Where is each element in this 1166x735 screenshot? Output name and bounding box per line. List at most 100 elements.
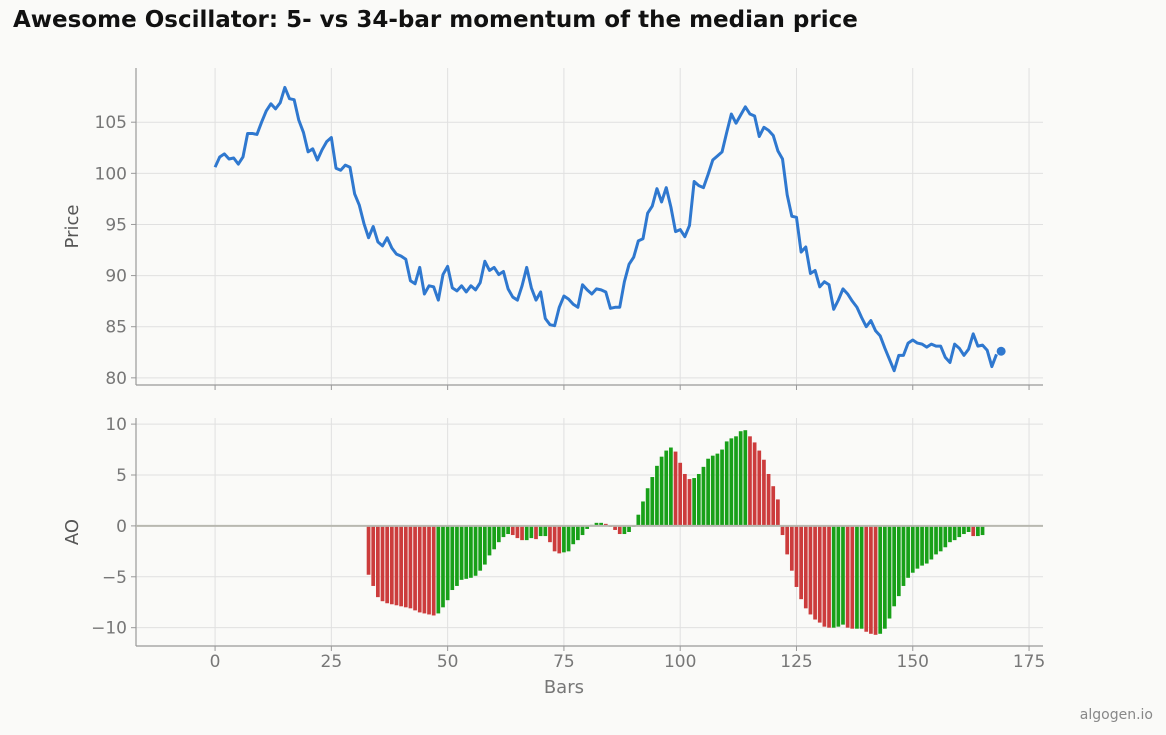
ao-bar [957,525,962,538]
ao-bar [659,456,664,526]
price-line [213,85,998,373]
ao-bar [859,525,864,629]
ao-bar [864,525,869,632]
ao-bar [603,523,608,526]
watermark: algogen.io [1079,707,1153,723]
ao-bar [510,525,515,536]
ao-bar [789,525,794,571]
ao-bar [743,430,748,526]
x-tick-label: 175 [1013,652,1045,672]
ao-bar [701,466,706,526]
ao-bar [380,525,385,602]
ao-bar [655,465,659,526]
ao-bar [650,477,655,526]
ao-bar [594,522,599,526]
ao-bar [669,447,673,526]
ao-bar [431,525,436,616]
ao-bar [417,525,422,613]
ao-ytick-label: −10 [91,619,127,639]
ao-bar [473,525,478,576]
ao-bar [617,525,622,535]
ao-xlabel: Bars [544,677,584,698]
ao-bar [910,525,915,573]
x-tick-label: 125 [780,652,812,672]
ao-bar [543,525,548,537]
price-ytick-label: 80 [105,369,127,389]
ao-bar [710,455,715,526]
ao-bar [929,525,934,560]
ao-bar [692,478,697,526]
ao-bar [952,525,957,541]
x-tick-label: 25 [321,652,343,672]
ao-bar [538,525,543,537]
ao-bar [482,525,487,565]
ao-ytick-label: 5 [116,466,127,486]
ao-bar [841,525,845,625]
ao-ytick-label: 10 [105,415,127,435]
ao-bar [729,438,734,526]
ao-bar [520,525,524,541]
ao-bar [389,525,394,605]
ao-bar [748,436,752,526]
ao-bar [376,525,380,598]
ao-bar [808,525,813,615]
ao-bar [878,525,883,634]
ao-bar [478,525,483,571]
price-ytick-label: 90 [105,267,127,287]
ao-bar [687,479,692,526]
ao-ylabel: AO [62,519,83,545]
ao-bar [673,451,678,526]
ao-bar [901,525,906,586]
ao-bar [822,525,827,627]
ao-bar [896,525,901,597]
ao-bar [831,525,836,628]
ao-bar [562,525,566,553]
ao-bar [915,525,920,569]
price-last-point [996,346,1006,356]
ao-bar [966,525,971,532]
ao-bar [492,525,497,550]
ao-bar [441,525,445,608]
ao-bar [501,525,506,538]
ao-bar [803,525,808,609]
price-ytick-label: 85 [105,318,127,338]
ao-bar [599,522,603,526]
ao-bar [399,525,403,607]
ao-bar [827,525,831,628]
ao-bar [524,525,529,541]
ao-bar [762,459,766,526]
ao-bar [464,525,469,579]
ao-bar [548,525,552,543]
ao-bar [734,436,738,526]
ao-bar [971,525,976,537]
ao-bar [855,525,859,629]
ao-bar [385,525,390,604]
ao-bar [715,453,720,526]
x-tick-label: 100 [664,652,696,672]
ao-bar [720,449,724,526]
ao-bar [976,525,980,537]
ao-bar [455,525,459,586]
x-tick-label: 50 [437,652,459,672]
ao-bar [427,525,431,615]
price-ytick-label: 105 [95,113,127,133]
ao-bar [948,525,952,543]
ao-bar [776,499,780,526]
ao-bar [869,525,873,634]
ao-bar [366,525,371,575]
ao-bar [906,525,910,578]
ao-bar [934,525,938,555]
ao-bar [641,501,645,526]
ao-bar [645,488,650,526]
ao-bar [766,473,771,526]
ao-bar [920,525,924,566]
ao-bar [622,525,627,535]
ao-ytick-label: −5 [102,568,127,588]
ao-bar [706,458,710,526]
ao-bar [696,473,701,526]
ao-bar [962,525,966,535]
ao-bar [408,525,413,609]
ao-bar [943,525,948,548]
